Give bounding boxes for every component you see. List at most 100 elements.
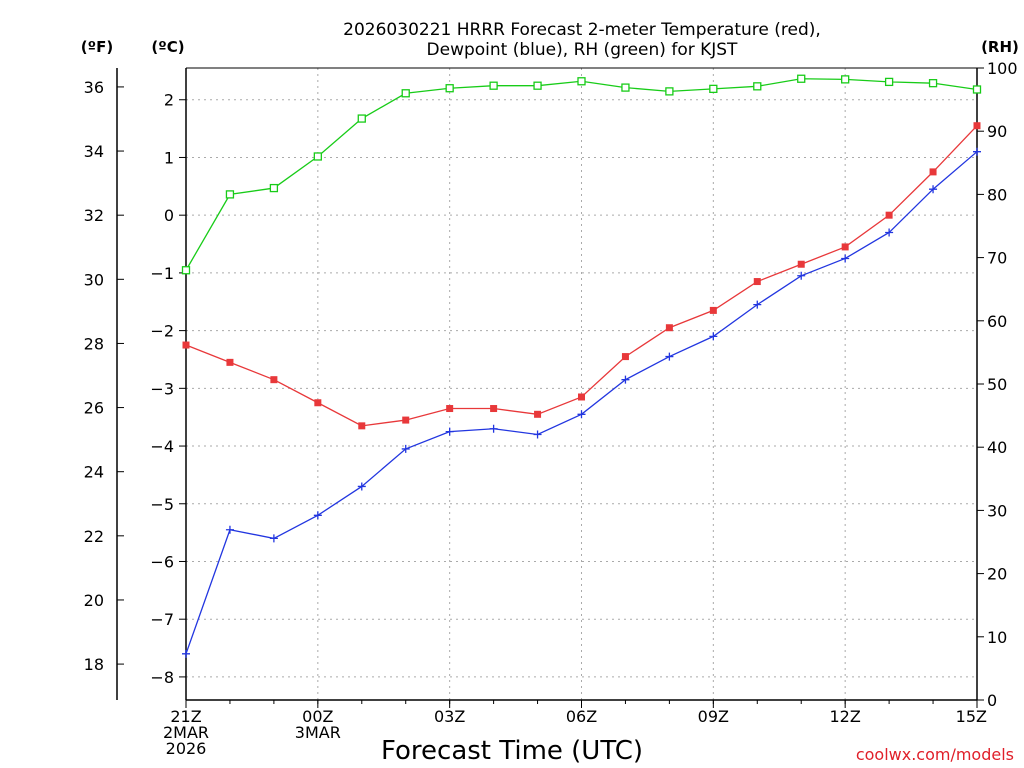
rh-tick-label: 70 bbox=[987, 249, 1007, 268]
temperature-point bbox=[973, 122, 981, 130]
x-tick-label: 2MAR bbox=[163, 723, 209, 742]
rh-line bbox=[185, 78, 978, 271]
x-tick-label: 21Z bbox=[170, 707, 201, 726]
celsius-tick-label: −8 bbox=[150, 668, 174, 687]
dewpoint-point bbox=[885, 228, 894, 237]
dewpoint-point bbox=[753, 300, 762, 309]
x-tick-label: 00Z bbox=[302, 707, 333, 726]
rh-tick-label: 50 bbox=[987, 375, 1007, 394]
temperature-point bbox=[753, 278, 761, 286]
rh-tick-label: 30 bbox=[987, 501, 1007, 520]
dewpoint-point bbox=[269, 534, 278, 543]
rh-point bbox=[533, 81, 542, 90]
dewpoint-point bbox=[401, 444, 410, 453]
data-series bbox=[181, 74, 982, 658]
rh-point bbox=[225, 190, 235, 199]
temperature-point bbox=[841, 243, 849, 251]
fahrenheit-tick-label: 34 bbox=[84, 142, 104, 161]
x-tick-label: 06Z bbox=[566, 707, 597, 726]
rh-point bbox=[709, 84, 718, 94]
x-tick-label: 09Z bbox=[698, 707, 729, 726]
rh-tick-label: 80 bbox=[987, 185, 1007, 204]
fahrenheit-tick-label: 28 bbox=[84, 334, 104, 353]
dewpoint-point bbox=[489, 424, 498, 433]
rh-tick-label: 90 bbox=[987, 122, 1007, 141]
rh-point bbox=[313, 152, 322, 161]
temperature-point bbox=[709, 306, 717, 314]
rh-unit-label: (RH) bbox=[981, 38, 1019, 56]
rh-point bbox=[884, 77, 894, 87]
temperature-point bbox=[226, 358, 234, 366]
celsius-tick-label: 1 bbox=[164, 148, 174, 167]
dewpoint-point bbox=[357, 482, 366, 491]
dewpoint-point bbox=[929, 185, 938, 194]
dewpoint-point bbox=[841, 254, 850, 263]
rh-point bbox=[972, 85, 982, 94]
fahrenheit-tick-label: 22 bbox=[84, 527, 104, 546]
dewpoint-point bbox=[313, 511, 322, 520]
dewpoint-point bbox=[533, 430, 542, 439]
celsius-tick-label: −1 bbox=[150, 264, 174, 283]
fahrenheit-tick-label: 30 bbox=[84, 270, 104, 289]
temperature-point bbox=[358, 422, 366, 430]
celsius-tick-label: −2 bbox=[150, 322, 174, 341]
temperature-point bbox=[534, 410, 542, 418]
rh-point bbox=[445, 84, 454, 93]
rh-tick-label: 60 bbox=[987, 312, 1007, 331]
celsius-tick-label: 2 bbox=[164, 91, 174, 110]
rh-point bbox=[269, 183, 279, 193]
rh-tick-label: 10 bbox=[987, 628, 1007, 647]
rh-tick-label: 40 bbox=[987, 438, 1007, 457]
celsius-tick-label: −3 bbox=[150, 379, 174, 398]
temperature-point bbox=[182, 341, 190, 349]
rh-point bbox=[357, 114, 366, 123]
temperature-point bbox=[929, 168, 937, 176]
celsius-tick-label: 0 bbox=[164, 206, 174, 225]
temperature-point bbox=[578, 393, 585, 401]
fahrenheit-tick-label: 20 bbox=[84, 591, 104, 610]
fahrenheit-tick-label: 24 bbox=[84, 463, 104, 482]
fahrenheit-tick-label: 18 bbox=[84, 655, 104, 674]
x-axis-label: Forecast Time (UTC) bbox=[381, 736, 643, 766]
fahrenheit-unit-label: (ºF) bbox=[81, 38, 113, 56]
rh-point bbox=[753, 82, 762, 91]
temperature-point bbox=[797, 260, 805, 268]
celsius-tick-label: −4 bbox=[150, 437, 174, 456]
chart-subtitle: Dewpoint (blue), RH (green) for KJST bbox=[427, 40, 739, 60]
gridlines bbox=[186, 68, 977, 700]
temperature-point bbox=[402, 416, 410, 424]
rh-tick-label: 20 bbox=[987, 565, 1007, 584]
temperature-point bbox=[446, 405, 454, 413]
rh-point bbox=[621, 83, 630, 92]
rh-point bbox=[489, 81, 498, 90]
x-tick-label: 15Z bbox=[956, 707, 987, 726]
chart-title: 2026030221 HRRR Forecast 2-meter Tempera… bbox=[343, 20, 821, 40]
dewpoint-point bbox=[709, 332, 718, 341]
dewpoint-point bbox=[973, 147, 981, 156]
temperature-point bbox=[665, 324, 673, 332]
dewpoint-point bbox=[621, 375, 630, 384]
rh-point bbox=[181, 266, 191, 275]
dewpoint-point bbox=[225, 525, 234, 534]
tick-labels: −8 −7 −6 −5 −4 −3 −2 −1 0 1 2 18 20 22 24 26 28 30 32 34 36 0… bbox=[84, 59, 1018, 758]
celsius-tick-label: −5 bbox=[150, 495, 174, 514]
celsius-unit-label: (ºC) bbox=[151, 38, 184, 56]
dewpoint-point bbox=[445, 427, 454, 436]
dewpoint-point bbox=[182, 649, 190, 658]
temperature-point bbox=[885, 211, 893, 219]
fahrenheit-tick-label: 32 bbox=[84, 206, 104, 225]
rh-tick-label: 100 bbox=[987, 59, 1018, 78]
rh-point bbox=[928, 79, 938, 88]
credit-text: coolwx.com/models bbox=[856, 745, 1014, 764]
rh-point bbox=[401, 89, 410, 98]
dewpoint-point bbox=[665, 352, 674, 361]
celsius-tick-label: −6 bbox=[150, 552, 174, 571]
celsius-tick-label: −7 bbox=[150, 610, 174, 629]
temperature-point bbox=[314, 399, 322, 407]
fahrenheit-tick-label: 36 bbox=[84, 78, 104, 97]
x-tick-label: 2026 bbox=[166, 739, 207, 758]
rh-point bbox=[665, 87, 674, 96]
rh-point bbox=[841, 75, 850, 84]
rh-point bbox=[797, 74, 806, 83]
